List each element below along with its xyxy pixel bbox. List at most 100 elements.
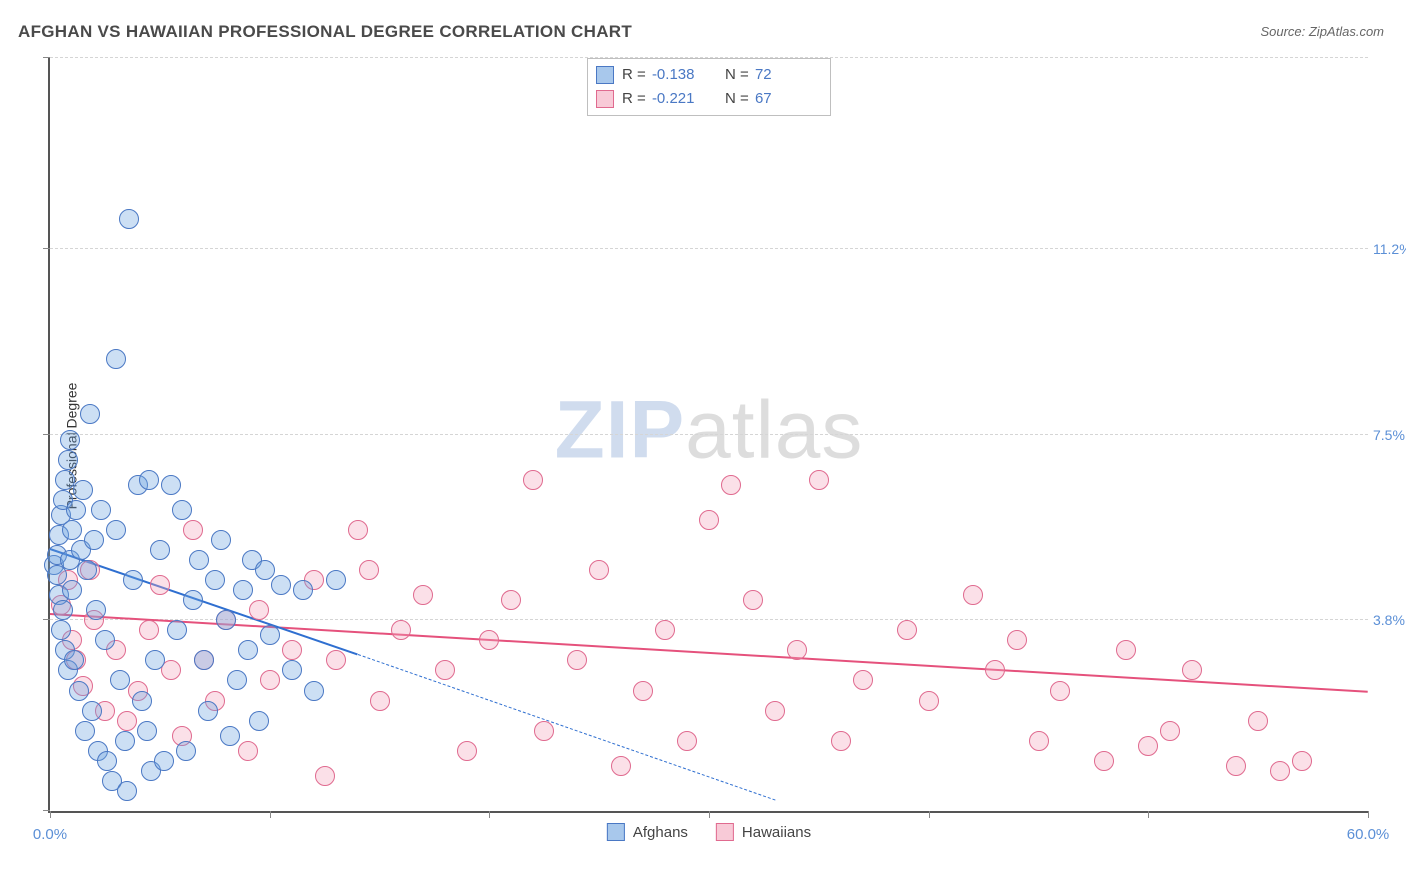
data-point-hawaiians <box>183 520 203 540</box>
data-point-hawaiians <box>523 470 543 490</box>
data-point-hawaiians <box>765 701 785 721</box>
stat-r-label: R = <box>622 66 650 83</box>
data-point-afghans <box>110 670 130 690</box>
data-point-afghans <box>194 650 214 670</box>
data-point-afghans <box>205 570 225 590</box>
legend-swatch-afghans <box>607 823 625 841</box>
data-point-hawaiians <box>457 741 477 761</box>
data-point-hawaiians <box>1116 640 1136 660</box>
gridline <box>50 57 1368 58</box>
stat-n-label: N = <box>725 90 753 107</box>
data-point-hawaiians <box>809 470 829 490</box>
series-legend: Afghans Hawaiians <box>607 823 811 841</box>
y-tick <box>43 57 50 58</box>
x-tick-label: 60.0% <box>1347 826 1390 843</box>
gridline <box>50 619 1368 620</box>
trend-line-extrapolated <box>357 654 775 801</box>
data-point-afghans <box>211 530 231 550</box>
data-point-hawaiians <box>985 660 1005 680</box>
data-point-hawaiians <box>1050 681 1070 701</box>
data-point-afghans <box>106 349 126 369</box>
watermark-right: atlas <box>685 384 863 475</box>
legend-label-afghans: Afghans <box>633 824 688 841</box>
data-point-hawaiians <box>787 640 807 660</box>
x-tick <box>50 811 51 818</box>
stats-row-hawaiians: R = -0.221N = 67 <box>596 87 820 111</box>
data-point-hawaiians <box>534 721 554 741</box>
y-tick <box>43 810 50 811</box>
data-point-afghans <box>77 560 97 580</box>
data-point-afghans <box>176 741 196 761</box>
data-point-afghans <box>255 560 275 580</box>
data-point-afghans <box>183 590 203 610</box>
gridline <box>50 434 1368 435</box>
data-point-afghans <box>117 781 137 801</box>
stat-r-label: R = <box>622 90 650 107</box>
data-point-hawaiians <box>249 600 269 620</box>
data-point-hawaiians <box>260 670 280 690</box>
data-point-hawaiians <box>413 585 433 605</box>
data-point-hawaiians <box>677 731 697 751</box>
data-point-afghans <box>73 480 93 500</box>
data-point-hawaiians <box>117 711 137 731</box>
data-point-afghans <box>115 731 135 751</box>
data-point-afghans <box>80 404 100 424</box>
stat-n-value-hawaiians: 67 <box>755 90 772 107</box>
data-point-hawaiians <box>1182 660 1202 680</box>
stat-n-value-afghans: 72 <box>755 66 772 83</box>
data-point-afghans <box>132 691 152 711</box>
data-point-afghans <box>95 630 115 650</box>
data-point-afghans <box>249 711 269 731</box>
data-point-afghans <box>60 430 80 450</box>
data-point-afghans <box>172 500 192 520</box>
data-point-afghans <box>97 751 117 771</box>
data-point-afghans <box>51 620 71 640</box>
data-point-afghans <box>220 726 240 746</box>
data-point-hawaiians <box>501 590 521 610</box>
data-point-hawaiians <box>721 475 741 495</box>
data-point-afghans <box>282 660 302 680</box>
y-tick <box>43 619 50 620</box>
data-point-afghans <box>216 610 236 630</box>
data-point-afghans <box>154 751 174 771</box>
data-point-hawaiians <box>139 620 159 640</box>
data-point-hawaiians <box>655 620 675 640</box>
y-tick-label: 11.2% <box>1373 241 1406 257</box>
data-point-afghans <box>150 540 170 560</box>
data-point-hawaiians <box>963 585 983 605</box>
data-point-afghans <box>189 550 209 570</box>
legend-label-hawaiians: Hawaiians <box>742 824 811 841</box>
x-tick <box>929 811 930 818</box>
data-point-afghans <box>58 450 78 470</box>
gridline <box>50 248 1368 249</box>
data-point-afghans <box>84 530 104 550</box>
data-point-afghans <box>260 625 280 645</box>
data-point-afghans <box>75 721 95 741</box>
data-point-hawaiians <box>1248 711 1268 731</box>
data-point-hawaiians <box>1094 751 1114 771</box>
watermark: ZIPatlas <box>555 383 864 477</box>
chart-title: AFGHAN VS HAWAIIAN PROFESSIONAL DEGREE C… <box>18 22 632 42</box>
data-point-hawaiians <box>831 731 851 751</box>
data-point-hawaiians <box>1292 751 1312 771</box>
data-point-afghans <box>238 640 258 660</box>
data-point-afghans <box>161 475 181 495</box>
data-point-afghans <box>271 575 291 595</box>
data-point-hawaiians <box>633 681 653 701</box>
x-tick <box>709 811 710 818</box>
data-point-hawaiians <box>567 650 587 670</box>
data-point-hawaiians <box>150 575 170 595</box>
legend-swatch-hawaiians <box>596 90 614 108</box>
data-point-afghans <box>167 620 187 640</box>
data-point-afghans <box>66 500 86 520</box>
data-point-hawaiians <box>1160 721 1180 741</box>
data-point-afghans <box>106 520 126 540</box>
data-point-hawaiians <box>326 650 346 670</box>
data-point-hawaiians <box>1029 731 1049 751</box>
data-point-hawaiians <box>1270 761 1290 781</box>
data-point-afghans <box>119 209 139 229</box>
data-point-hawaiians <box>1226 756 1246 776</box>
stat-n-label: N = <box>725 66 753 83</box>
data-point-hawaiians <box>359 560 379 580</box>
data-point-afghans <box>62 580 82 600</box>
